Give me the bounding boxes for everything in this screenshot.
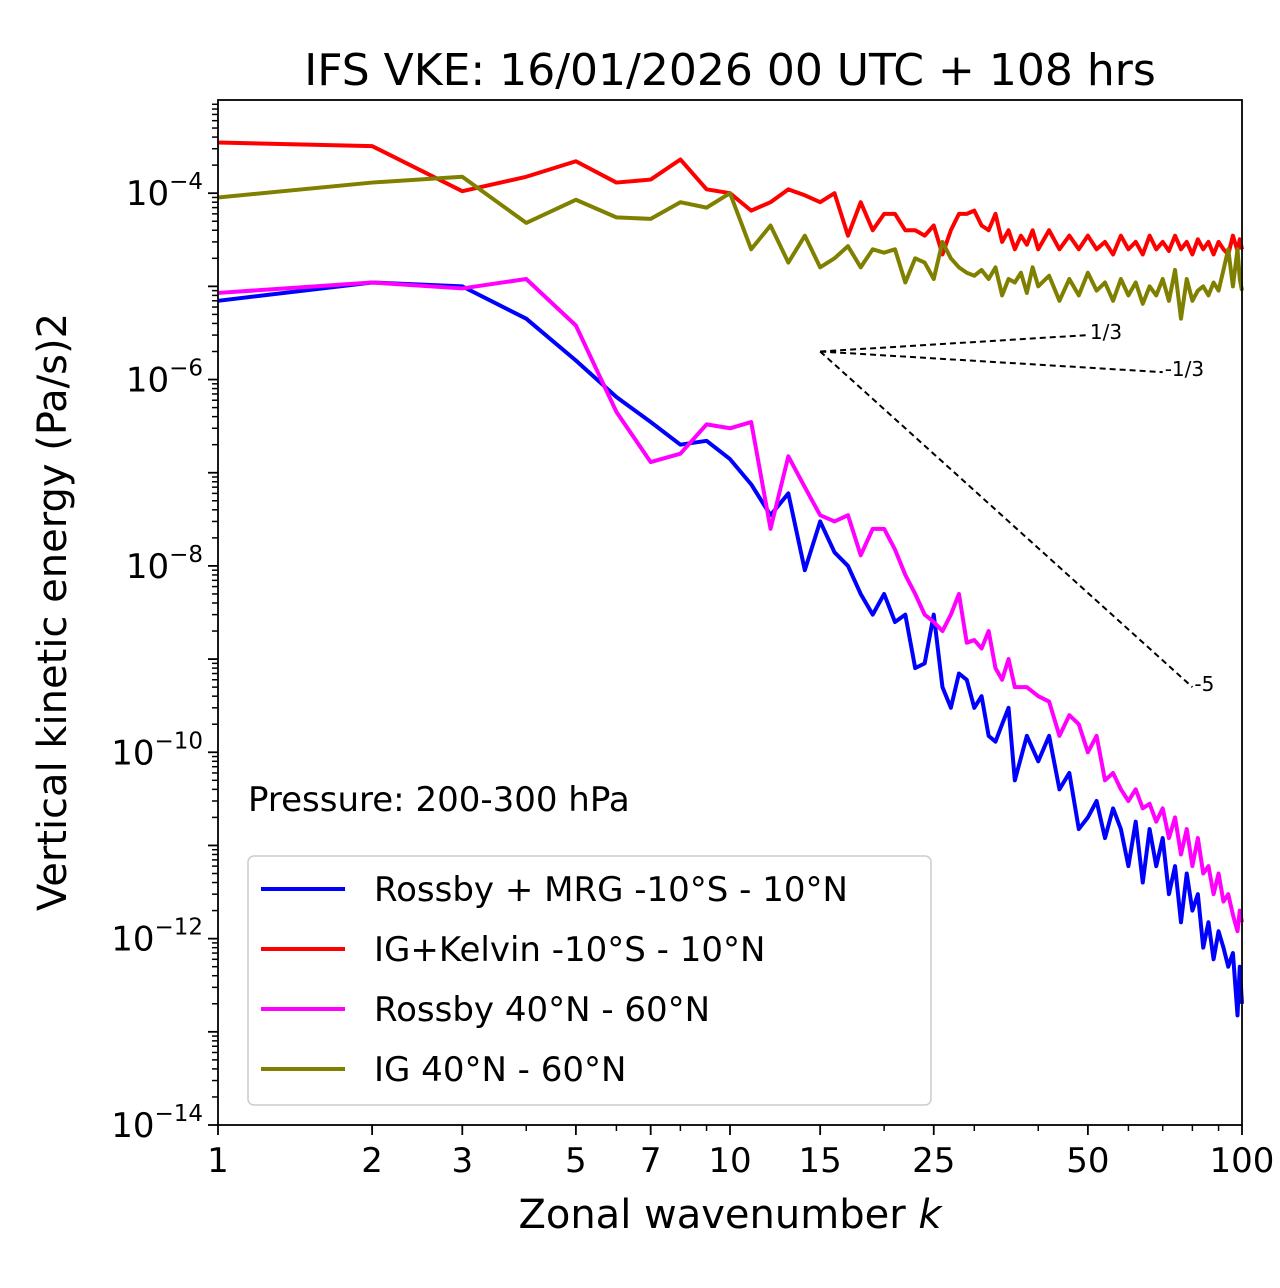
series-line-2 <box>217 276 1244 934</box>
x-tick-label: 50 <box>1066 1141 1109 1181</box>
x-tick-label: 100 <box>1210 1141 1275 1181</box>
series-line-1 <box>217 140 1244 257</box>
x-tick-label: 25 <box>912 1141 955 1181</box>
x-axis: 1 2 3 5 7 10 15 25 50 100 <box>207 1125 1274 1181</box>
x-tick-label: 7 <box>640 1141 662 1181</box>
y-tick-label: 10−10 <box>111 728 203 773</box>
y-tick-label: 10−4 <box>126 169 203 214</box>
y-axis-label-text: Vertical kinetic energy (Pa/s)2 <box>30 313 76 911</box>
reference-line-2 <box>819 350 1194 688</box>
reference-slope-lines: 1/3 -1/3 -5 <box>819 320 1214 696</box>
y-axis-label: Vertical kinetic energy (Pa/s)2 <box>30 313 76 911</box>
series-line-3 <box>217 174 1244 321</box>
reference-label-2: -5 <box>1194 672 1214 696</box>
x-tick-label: 1 <box>207 1141 229 1181</box>
reference-line-0 <box>820 334 1088 353</box>
x-axis-label-text: Zonal wavenumber <box>518 1192 918 1238</box>
x-tick-label: 10 <box>708 1141 751 1181</box>
y-tick-label: 10−6 <box>126 356 203 401</box>
reference-label-1: -1/3 <box>1165 357 1204 381</box>
y-tick-label: 10−8 <box>126 542 203 587</box>
x-axis-label: Zonal wavenumber k <box>518 1192 943 1238</box>
y-axis: 10−4 10−6 10−8 10−10 10−12 10−14 <box>111 103 218 1146</box>
legend-label-3: IG 40°N - 60°N <box>374 1050 626 1090</box>
reference-line-1 <box>820 350 1163 374</box>
legend-label-1: IG+Kelvin -10°S - 10°N <box>374 930 765 970</box>
x-tick-label: 3 <box>451 1141 473 1181</box>
x-tick-label: 5 <box>565 1141 587 1181</box>
chart-title: IFS VKE: 16/01/2026 00 UTC + 108 hrs <box>304 45 1156 96</box>
x-axis-label-k: k <box>918 1192 943 1238</box>
reference-label-0: 1/3 <box>1090 320 1122 344</box>
legend: Rossby + MRG -10°S - 10°N IG+Kelvin -10°S… <box>247 855 932 1106</box>
legend-label-0: Rossby + MRG -10°S - 10°N <box>374 870 848 910</box>
x-tick-label: 15 <box>799 1141 842 1181</box>
legend-box <box>247 855 932 1106</box>
y-tick-label: 10−12 <box>111 915 203 960</box>
x-tick-label: 2 <box>361 1141 383 1181</box>
y-tick-label: 10−14 <box>111 1101 203 1146</box>
pressure-annotation: Pressure: 200-300 hPa <box>248 780 630 820</box>
plot-lines <box>217 140 1244 1018</box>
legend-label-2: Rossby 40°N - 60°N <box>374 990 710 1030</box>
